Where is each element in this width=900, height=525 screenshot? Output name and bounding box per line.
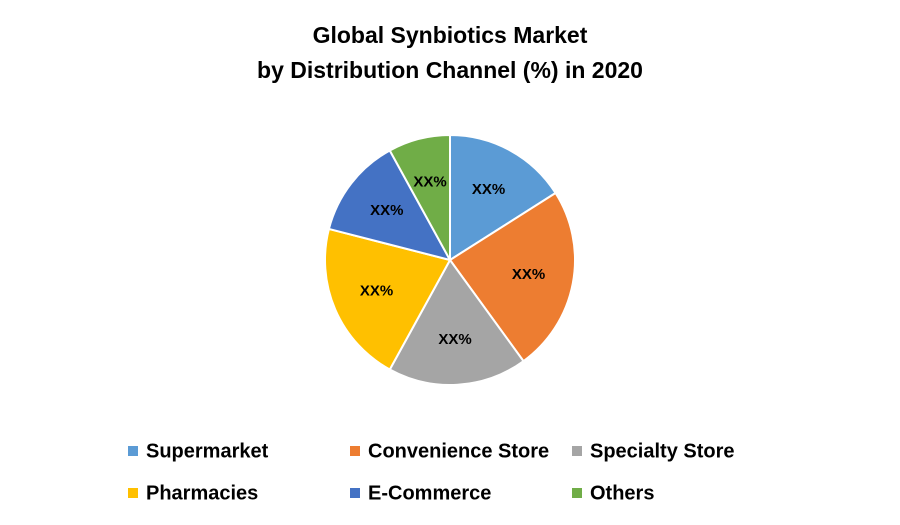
- legend-swatch: [572, 488, 582, 498]
- pie-slice: [388, 258, 525, 386]
- value-label: XX%: [413, 173, 446, 190]
- value-label: XX%: [438, 331, 471, 348]
- legend-label: Specialty Store: [590, 440, 735, 462]
- legend-label: Convenience Store: [368, 440, 549, 462]
- legend-swatch: [350, 446, 360, 456]
- legend-label: E-Commerce: [368, 482, 491, 504]
- value-label: XX%: [472, 181, 505, 198]
- pie-slice: [327, 149, 452, 262]
- pie-slice: [324, 227, 452, 371]
- chart-title: Global Synbiotics Market: [313, 22, 588, 48]
- pie-slice: [449, 133, 557, 262]
- pie-slice: [388, 133, 451, 261]
- pie-slice: [448, 191, 576, 363]
- legend-label: Others: [590, 482, 654, 504]
- chart-title: by Distribution Channel (%) in 2020: [257, 57, 643, 83]
- value-label: XX%: [370, 202, 403, 219]
- value-label: XX%: [360, 283, 393, 300]
- legend-label: Supermarket: [146, 440, 269, 462]
- legend-swatch: [350, 488, 360, 498]
- value-label: XX%: [512, 266, 545, 283]
- legend-swatch: [572, 446, 582, 456]
- legend-swatch: [128, 446, 138, 456]
- legend-label: Pharmacies: [146, 482, 258, 504]
- legend-swatch: [128, 488, 138, 498]
